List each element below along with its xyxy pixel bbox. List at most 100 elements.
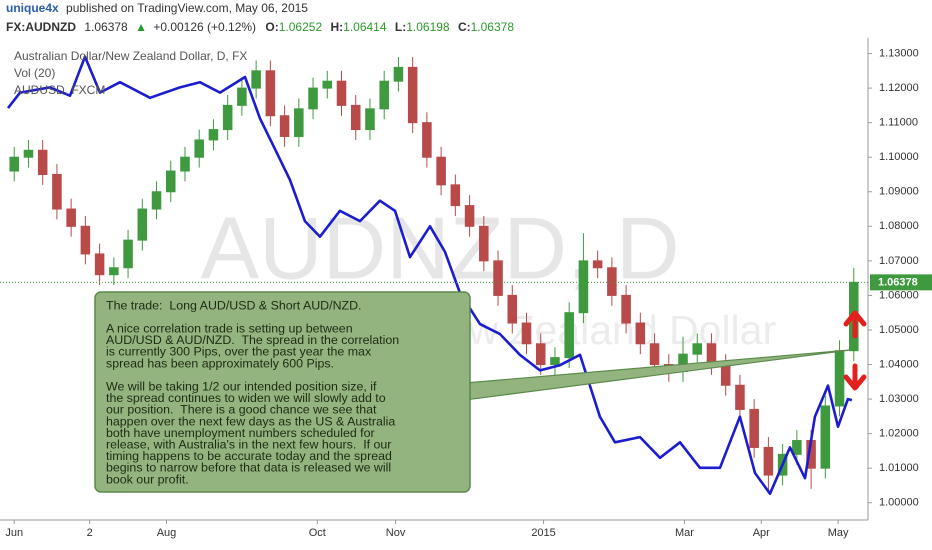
legend-entry: Vol (20) — [14, 66, 55, 80]
annotation-line: timing happens to be accurate today and … — [106, 449, 392, 463]
candle-body — [294, 108, 304, 137]
y-tick-label: 1.00000 — [879, 497, 919, 509]
annotation-line: book our profit. — [106, 472, 189, 486]
candle-body — [165, 170, 176, 193]
annotation-line: A nice correlation trade is setting up b… — [106, 321, 353, 335]
candle-body — [407, 66, 418, 124]
x-tick-label: Jun — [5, 527, 23, 539]
x-tick-label: Oct — [309, 527, 326, 539]
annotation-line: The trade: Long AUD/USD & Short AUD/NZD. — [106, 298, 361, 312]
y-tick-label: 1.03000 — [879, 393, 919, 405]
y-tick-label: 1.10000 — [879, 151, 919, 163]
published: published on TradingView.com, May 06, 20… — [66, 1, 308, 15]
candle-body — [507, 294, 518, 324]
annotation-line: We will be taking 1/2 our intended posit… — [106, 379, 377, 393]
x-tick-label: 2 — [87, 527, 93, 539]
candle-body — [720, 364, 731, 386]
header-line: unique4x published on TradingView.com, M… — [6, 1, 308, 15]
candle-body — [336, 80, 347, 106]
overlay-line — [6, 55, 853, 495]
y-tick-label: 1.01000 — [879, 462, 919, 474]
change: +0.00126 (+0.12%) — [153, 20, 256, 34]
candle-body — [692, 343, 703, 355]
candle-body — [237, 87, 247, 106]
annotation-line: both have unemployment numbers scheduled… — [106, 426, 375, 440]
author: unique4x — [6, 1, 59, 15]
candle-body — [308, 87, 318, 110]
annotation-line: release, with Australia's in the next fe… — [106, 437, 391, 451]
candle-body — [464, 205, 475, 227]
candle-body — [265, 70, 276, 117]
candle-body — [521, 322, 532, 345]
candle-body — [350, 104, 361, 131]
candle-body — [109, 267, 119, 276]
y-tick-label: 1.07000 — [879, 255, 919, 267]
header: unique4x published on TradingView.com, M… — [6, 1, 514, 34]
candle-body — [592, 260, 603, 269]
y-tick-label: 1.06000 — [879, 289, 919, 301]
y-tick-label: 1.09000 — [879, 186, 919, 198]
candle-body — [649, 343, 660, 366]
annotation-line: happen over the next few days as the US … — [106, 414, 395, 428]
symbol-line: FX:AUDNZD 1.06378 ▲ +0.00126 (+0.12%) O:… — [6, 20, 514, 34]
y-tick-label: 1.08000 — [879, 220, 919, 232]
candle-body — [763, 446, 774, 476]
candle-body — [450, 184, 461, 207]
annotation-line: our position. There is a good chance we … — [106, 403, 377, 417]
candle-body — [194, 139, 204, 158]
candle-body — [279, 115, 290, 137]
ohlc-value: 1.06414 — [343, 20, 387, 34]
down-arrow — [843, 363, 867, 391]
last-price-box — [870, 274, 932, 291]
ohlc-key: L: — [395, 20, 406, 34]
y-tick-label: 1.04000 — [879, 358, 919, 370]
candle-body — [621, 294, 631, 324]
candle-body — [635, 322, 646, 345]
candle-body — [123, 239, 133, 269]
ohlc-key: O: — [265, 20, 278, 34]
candle-body — [251, 70, 261, 89]
ohlc-key: C: — [458, 20, 471, 34]
price: 1.06378 — [84, 20, 128, 34]
x-tick-label: Mar — [675, 527, 694, 539]
y-tick-label: 1.12000 — [879, 82, 919, 94]
candle-body — [94, 253, 105, 276]
candle-body — [792, 440, 802, 455]
candle-body — [493, 260, 503, 296]
candle-body — [749, 408, 759, 448]
candle-body — [479, 225, 489, 262]
candle-body — [535, 343, 546, 366]
x-tick-label: Apr — [753, 527, 770, 539]
candle-body — [393, 66, 404, 82]
annotation-line: is currently 300 Pips, over the past yea… — [106, 345, 372, 359]
legend-entry: Australian Dollar/New Zealand Dollar, D,… — [14, 49, 247, 63]
last-price-label: 1.06378 — [878, 276, 918, 288]
annotation-line: the spread continues to widen we will sl… — [106, 391, 386, 405]
watermark-symbol: AUDNZD, D — [200, 198, 679, 297]
annotation-box — [94, 291, 471, 493]
legend-entry: AUDUSD, FXCM — [14, 83, 105, 97]
candle-body — [365, 108, 375, 131]
annotation-line: AUD/USD & AUD/NZD. The spread in the cor… — [106, 333, 399, 347]
candle-body — [180, 156, 190, 172]
candle-body — [735, 384, 745, 410]
candle-body — [208, 129, 219, 141]
candle-body — [151, 191, 162, 210]
ohlc-value: 1.06198 — [406, 20, 450, 34]
candle-body — [37, 149, 48, 175]
candle-body — [820, 405, 831, 469]
x-tick-label: Aug — [157, 527, 177, 539]
plot-area — [6, 55, 859, 495]
ohlc-value: 1.06252 — [279, 20, 323, 34]
candle-body — [66, 208, 76, 227]
up-triangle: ▲ — [135, 20, 147, 34]
candle-body — [80, 225, 91, 255]
annotation-line: begins to narrow before that data is rel… — [106, 461, 391, 475]
candle-body — [322, 80, 333, 89]
y-tick-label: 1.11000 — [879, 117, 918, 129]
candle-body — [436, 156, 446, 186]
candle-body — [9, 156, 19, 172]
candle-body — [23, 149, 34, 158]
x-tick-label: Nov — [386, 527, 406, 539]
candle-body — [550, 357, 560, 366]
